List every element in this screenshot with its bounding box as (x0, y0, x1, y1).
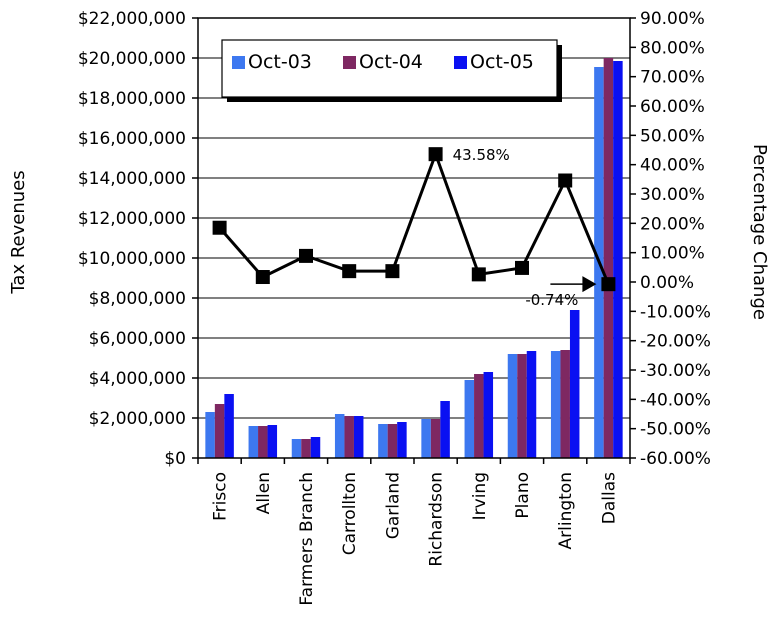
bar (248, 426, 259, 458)
bar (550, 351, 561, 458)
line-marker (385, 264, 400, 279)
y-tick-label: $12,000,000 (78, 209, 186, 229)
bar (507, 354, 518, 458)
bar (421, 419, 431, 458)
bar (378, 424, 388, 458)
y-tick-label: $18,000,000 (78, 89, 186, 109)
tick-labels: $0 $2,000,000 $4,000,000 $6,000,000 $8,000,0… (8, 9, 770, 606)
y-tick-label: $4,000,000 (89, 369, 186, 389)
y-tick-label: $14,000,000 (78, 169, 186, 189)
y2-tick-label: 80.00% (640, 38, 705, 58)
line-marker (212, 220, 227, 235)
bar (334, 414, 345, 458)
annotation-label: -0.74% (525, 291, 578, 309)
bar (353, 416, 364, 458)
bar (291, 439, 302, 458)
y2-tick-label: 90.00% (640, 9, 705, 29)
y2-tick-label: -50.00% (640, 420, 711, 440)
y-tick-label: $8,000,000 (89, 289, 186, 309)
line-marker (558, 173, 573, 188)
line-marker (515, 260, 529, 275)
y2-tick-label: -40.00% (640, 390, 711, 410)
x-tick-label: Carrollton (340, 472, 360, 555)
y2-tick-label: -30.00% (640, 361, 711, 381)
legend: Oct-03 Oct-04 Oct-05 (221, 39, 562, 102)
bar (464, 380, 475, 458)
percentage-change-line (218, 149, 610, 285)
x-tick-label: Plano (513, 472, 533, 519)
y2-tick-label: 10.00% (640, 244, 705, 264)
bar (301, 439, 311, 458)
bar (474, 374, 484, 458)
line-marker (601, 277, 616, 292)
annotations: 43.58% -0.74% (453, 146, 597, 309)
annotation-label: 43.58% (453, 146, 510, 164)
axes (192, 17, 636, 464)
bar (517, 354, 527, 458)
bar (483, 372, 494, 458)
line-marker (471, 267, 486, 282)
bar (214, 404, 225, 458)
x-tick-label: Dallas (599, 472, 619, 524)
legend-swatch (232, 56, 245, 69)
bar (224, 394, 234, 458)
y-axis-title: Tax Revenues (8, 170, 29, 294)
x-tick-label: Richardson (427, 472, 447, 567)
legend-label: Oct-03 (248, 51, 312, 73)
bar (603, 58, 614, 458)
y-tick-label: $2,000,000 (89, 409, 186, 429)
y2-tick-label: 40.00% (640, 156, 705, 176)
x-tick-label: Farmers Branch (297, 472, 317, 606)
y-tick-label: $10,000,000 (78, 249, 186, 269)
legend-label: Oct-04 (359, 51, 423, 73)
bar (430, 419, 441, 458)
bar (310, 437, 321, 458)
bar (387, 424, 398, 458)
bar (560, 350, 570, 458)
y2-axis-title: Percentage Change (749, 144, 770, 320)
y-tick-label: $20,000,000 (78, 49, 186, 69)
y2-tick-label: -20.00% (640, 332, 711, 352)
bar (267, 425, 278, 458)
bar (397, 422, 407, 458)
y-tick-label: $6,000,000 (89, 329, 186, 349)
y-tick-label: $22,000,000 (78, 9, 186, 29)
y2-tick-label: -10.00% (640, 302, 711, 322)
line-marker (342, 264, 357, 279)
y2-tick-label: -60.00% (640, 449, 711, 469)
bar (569, 310, 580, 458)
y2-tick-label: 60.00% (640, 97, 705, 117)
bar (440, 401, 450, 458)
legend-swatch (454, 56, 467, 69)
y2-tick-label: 20.00% (640, 214, 705, 234)
line-marker (299, 248, 313, 263)
bar (344, 416, 354, 458)
y2-tick-label: 50.00% (640, 126, 705, 146)
bar (205, 412, 215, 458)
legend-swatch (343, 56, 356, 69)
y2-tick-label: 70.00% (640, 68, 705, 88)
bar (258, 426, 268, 458)
x-tick-label: Frisco (211, 472, 231, 521)
y-tick-label: $0 (164, 449, 186, 469)
line-marker (428, 147, 443, 162)
percentage-line (212, 147, 616, 292)
x-tick-label: Irving (470, 472, 490, 520)
bar (526, 351, 537, 458)
y-tick-label: $16,000,000 (78, 129, 186, 149)
line-marker (255, 270, 270, 285)
legend-box (221, 39, 558, 98)
bar (613, 61, 623, 458)
annotation-arrow-head (582, 276, 597, 293)
x-tick-label: Allen (254, 472, 274, 514)
y2-tick-label: 0.00% (640, 273, 694, 293)
legend-label: Oct-05 (470, 51, 534, 73)
x-tick-label: Arlington (556, 472, 576, 549)
y2-tick-label: 30.00% (640, 185, 705, 205)
x-tick-label: Garland (383, 472, 403, 539)
